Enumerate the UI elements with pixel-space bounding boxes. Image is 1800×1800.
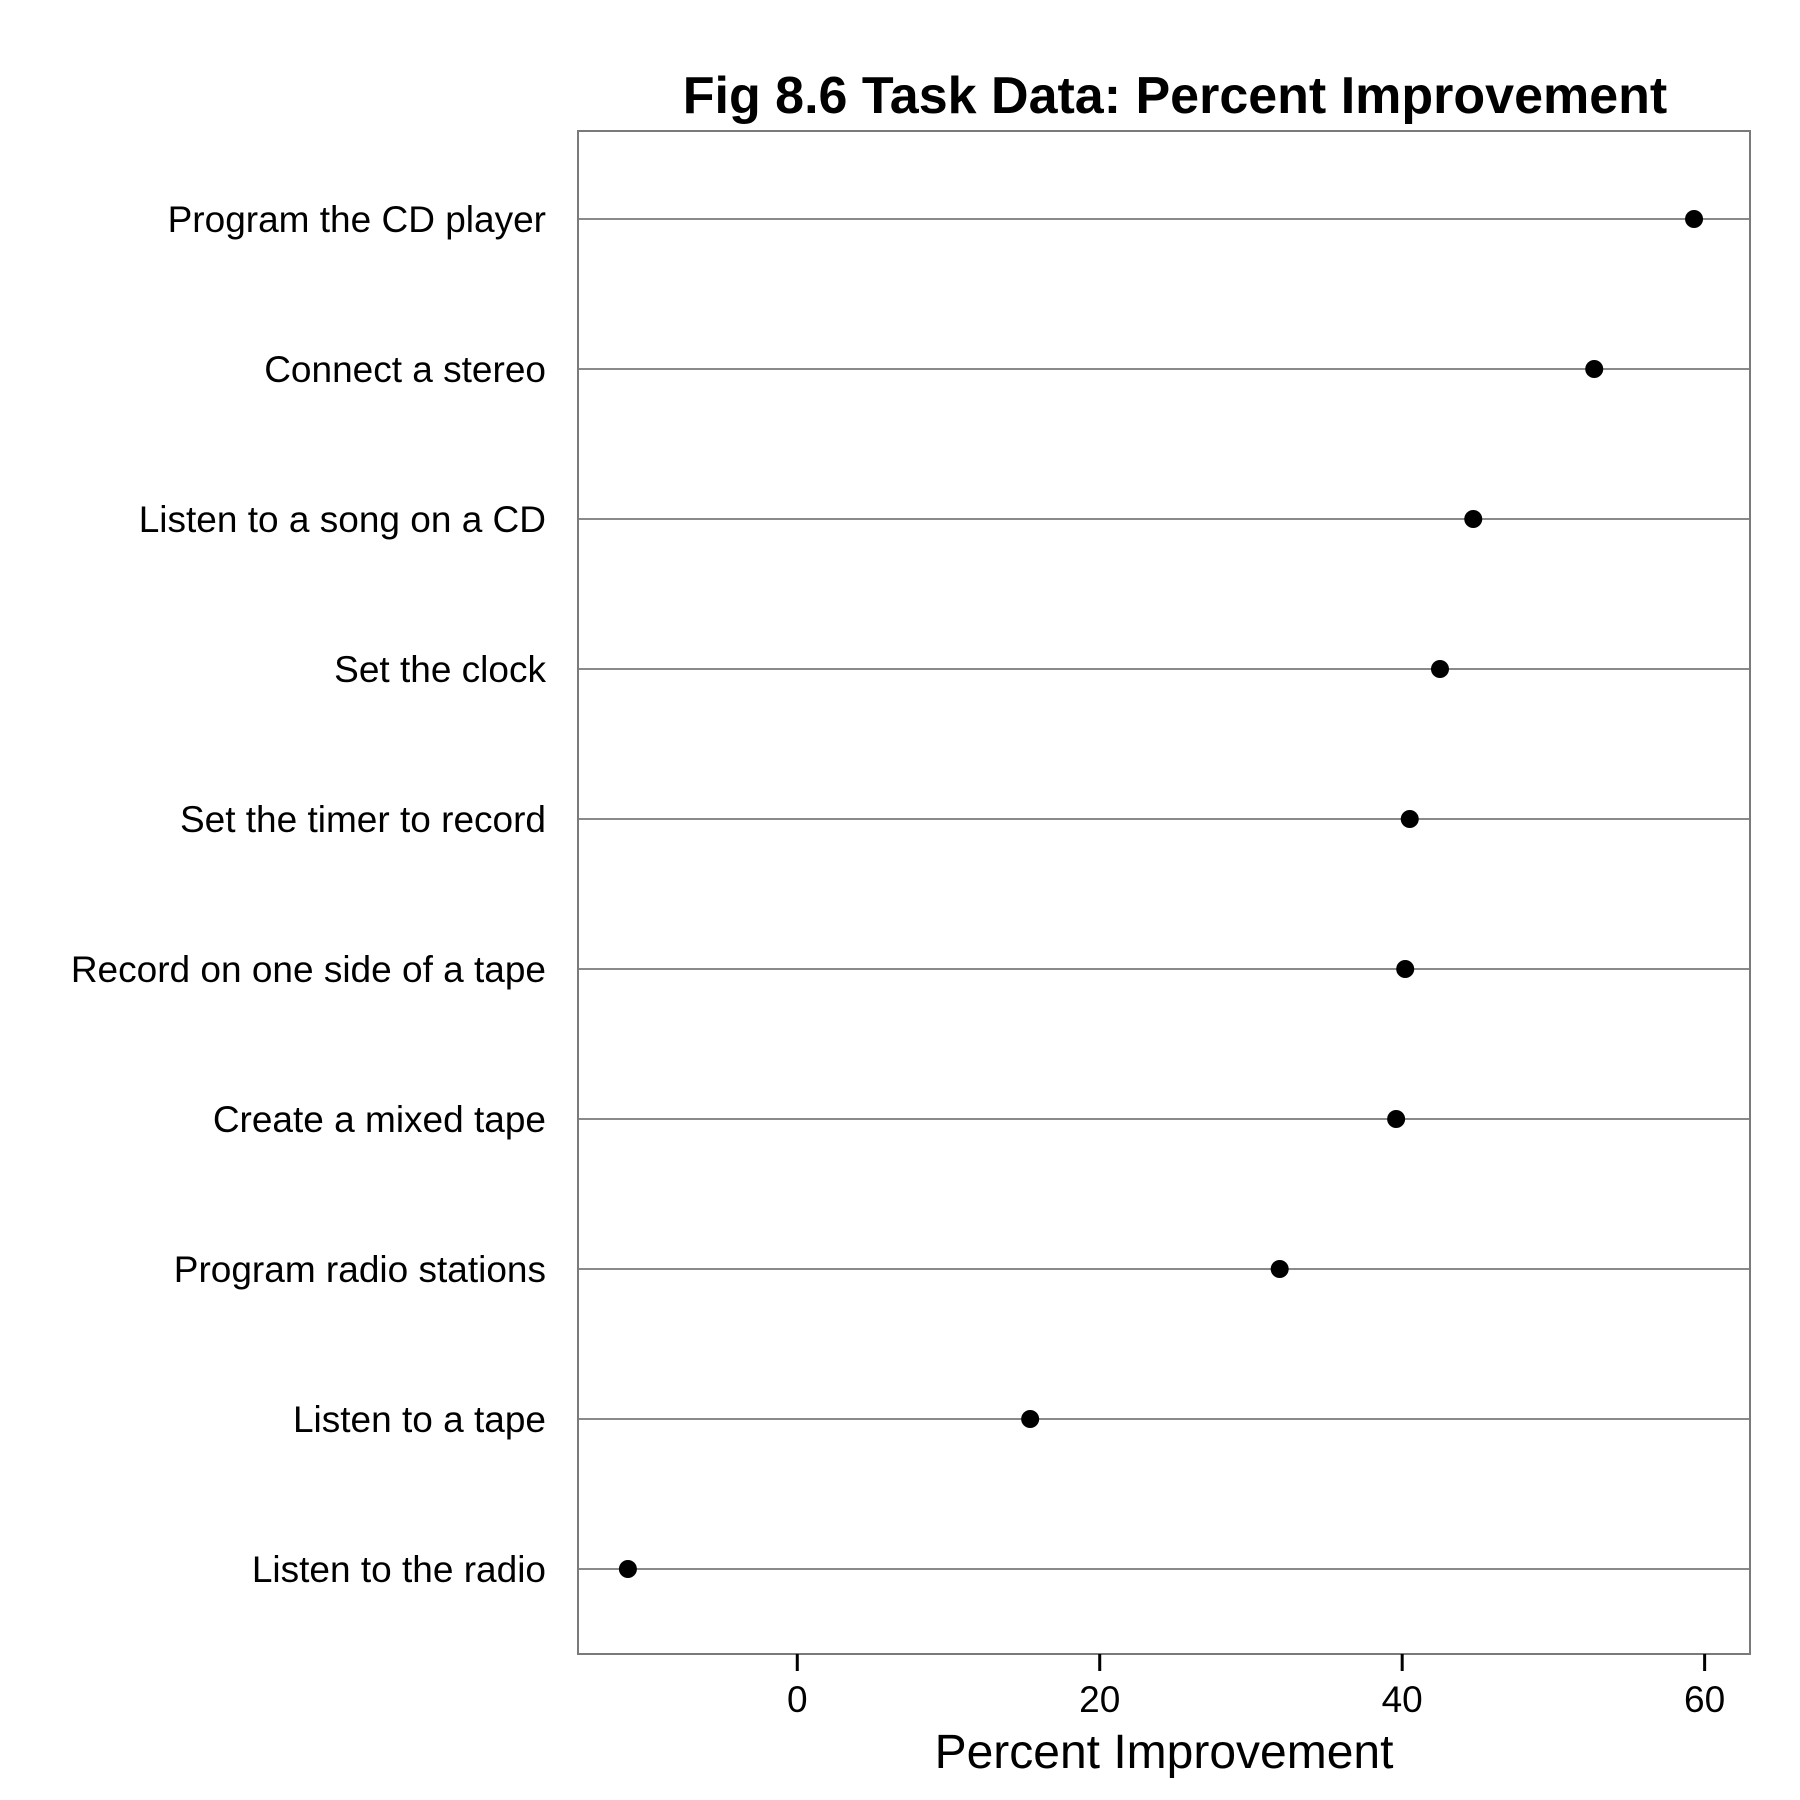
data-points bbox=[618, 210, 1704, 1578]
chart-title: Fig 8.6 Task Data: Percent Improvement bbox=[683, 67, 1667, 125]
x-axis: 0 20 40 60 bbox=[787, 1654, 1725, 1720]
x-axis-label: Percent Improvement bbox=[935, 1726, 1394, 1779]
x-tick-label: 20 bbox=[1079, 1679, 1120, 1720]
data-point bbox=[618, 1560, 637, 1578]
data-point bbox=[1585, 360, 1604, 378]
category-label: Listen to the radio bbox=[252, 1549, 546, 1590]
category-label: Create a mixed tape bbox=[213, 1099, 546, 1140]
gridlines bbox=[578, 218, 1750, 1570]
category-labels: Program the CD player Connect a stereo Lis… bbox=[71, 199, 547, 1590]
category-label: Set the timer to record bbox=[180, 799, 546, 840]
data-point bbox=[1396, 960, 1415, 978]
data-point bbox=[1270, 1260, 1289, 1278]
category-label: Program the CD player bbox=[168, 199, 546, 240]
category-label: Record on one side of a tape bbox=[71, 949, 546, 990]
category-label: Listen to a tape bbox=[293, 1399, 546, 1440]
data-point bbox=[1021, 1410, 1040, 1428]
data-point bbox=[1387, 1110, 1406, 1128]
data-point bbox=[1430, 660, 1449, 678]
data-point bbox=[1685, 210, 1704, 228]
plot-frame bbox=[577, 130, 1751, 1655]
category-label: Connect a stereo bbox=[264, 349, 546, 390]
x-tick-label: 60 bbox=[1684, 1679, 1725, 1720]
data-point bbox=[1464, 510, 1483, 528]
category-label: Program radio stations bbox=[174, 1249, 546, 1290]
category-label: Listen to a song on a CD bbox=[139, 499, 546, 540]
x-tick-label: 0 bbox=[787, 1679, 808, 1720]
category-label: Set the clock bbox=[334, 649, 546, 690]
data-point bbox=[1400, 810, 1419, 828]
x-tick-label: 40 bbox=[1382, 1679, 1423, 1720]
